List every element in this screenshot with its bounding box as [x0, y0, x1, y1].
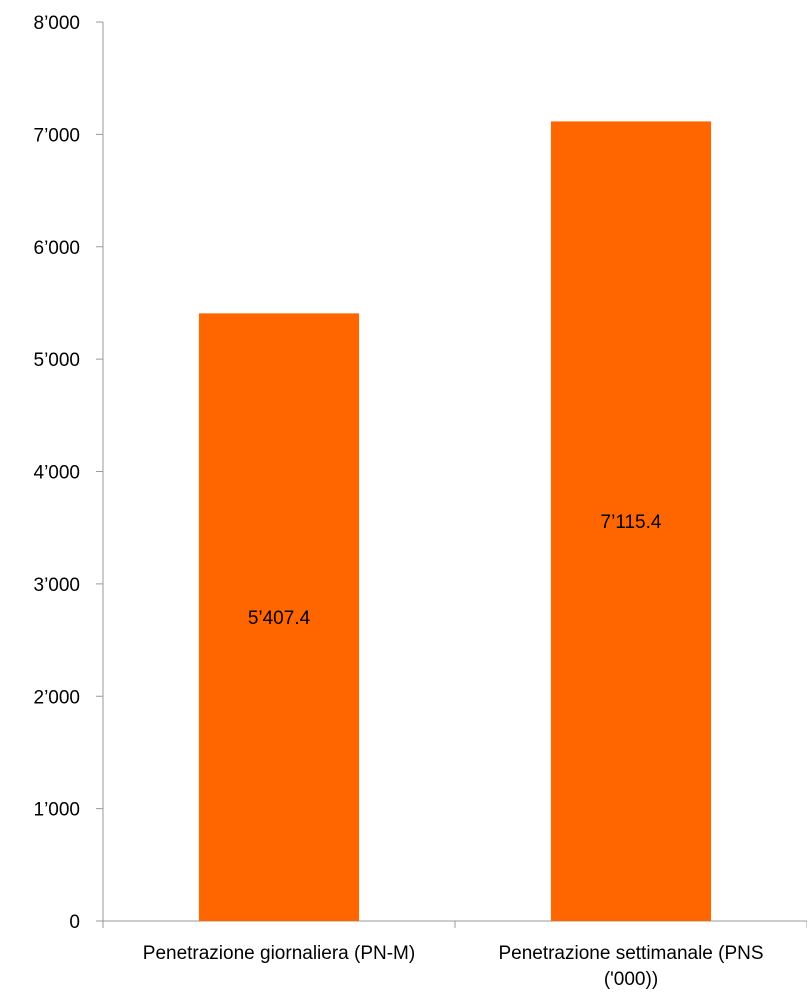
x-category-label-line: Penetrazione settimanale (PNS	[498, 943, 763, 964]
y-axis: 0 1’000 2’000 3’000 4’000 5’000 6’000 7’000 8’00…	[34, 13, 104, 933]
data-label: 7’115.4	[601, 512, 662, 533]
y-tick-label: 4’000	[34, 463, 81, 484]
y-tick-label: 0	[69, 912, 80, 933]
data-label: 5’407.4	[248, 608, 311, 629]
y-tick-label: 5’000	[34, 350, 81, 371]
y-tick-label: 3’000	[34, 575, 81, 596]
y-tick-label: 8’000	[34, 13, 81, 34]
bar	[550, 121, 712, 921]
x-category-label-line: ('000))	[604, 969, 658, 990]
y-tick-label: 1’000	[34, 800, 81, 821]
x-axis: Penetrazione giornaliera (PN-M) Penetrazi…	[102, 920, 807, 990]
y-tick-label: 2’000	[34, 687, 81, 708]
x-category-label: Penetrazione giornaliera (PN-M)	[143, 943, 415, 964]
bar	[198, 313, 360, 922]
x-category-label: Penetrazione settimanale (PNS ('000))	[498, 943, 763, 990]
bars	[198, 121, 712, 922]
data-labels: 5’407.4 7’115.4	[248, 512, 662, 629]
x-category-label-line: Penetrazione giornaliera (PN-M)	[143, 943, 415, 964]
y-tick-label: 6’000	[34, 238, 81, 259]
y-tick-label: 7’000	[34, 125, 81, 146]
